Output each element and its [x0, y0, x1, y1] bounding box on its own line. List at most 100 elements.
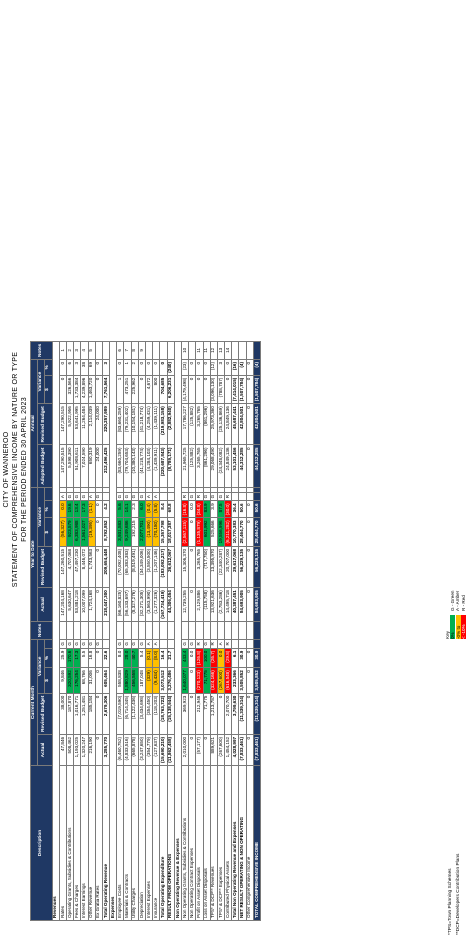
cm-cell-2: 320,592	[66, 667, 74, 694]
cm-cell-4: G	[88, 639, 96, 649]
note-cell: 6	[116, 341, 124, 360]
annual-header: Annual	[30, 359, 38, 488]
ann-cell-2: (788,787)	[217, 375, 225, 404]
cm-variance-header: Variance	[37, 639, 45, 694]
ytd-cell-3: 4.2	[102, 500, 110, 518]
row-description: Non Operating Grants, Subsidies & Contri…	[181, 765, 189, 921]
ytd-cell-3: 8.4	[159, 500, 168, 518]
ann-cell-2: (4,179,498)	[181, 375, 189, 404]
cm-cell-2: 0	[188, 667, 196, 694]
ann-cell-1: 0	[246, 403, 254, 445]
row-description: NET RESULT OPERATING & NON OPERATING	[238, 765, 247, 921]
ann-cell-1: (83,660,259)	[116, 403, 124, 445]
cm-cell-1: 369,923	[181, 693, 189, 735]
ytd-cell-2: (2,567,115)	[181, 517, 189, 547]
org-title: CITY OF WANNEROO	[3, 431, 10, 508]
ytd-cell-0: (115,758)	[203, 587, 211, 622]
cm-note-cell	[138, 621, 146, 640]
cm-note-cell	[195, 621, 203, 640]
note-cell: 13	[217, 341, 225, 360]
ann-cell-3: 0	[246, 359, 254, 376]
table-row: Other Revenue 216,190 185,184 31,006 16.8 G 1,…	[88, 341, 96, 921]
cm-note-cell	[246, 621, 254, 640]
cm-cell-3: 28.0	[123, 648, 132, 668]
ytd-blank-cell	[66, 487, 74, 493]
current-month-header: Current Month	[30, 639, 38, 766]
ytd-cell-4: R	[195, 492, 203, 501]
ann-cell-3: 0	[159, 359, 168, 376]
ytd-cell-0: 13,921,636	[210, 587, 218, 622]
notes-header: Notes	[30, 341, 53, 360]
ytd-cell-2: 525,666	[210, 517, 218, 547]
cm-cell-2: 3,505,852	[253, 667, 261, 694]
cm-cell-3: 8.0	[116, 648, 124, 668]
ytd-cell-4: R	[181, 492, 189, 501]
cm-cell-4: G	[66, 639, 74, 649]
note-cell: 10	[181, 341, 189, 360]
ann-cell-0: 51,908,611	[73, 444, 81, 488]
cm-cell-2: 68,766	[80, 667, 88, 694]
cm-cell-4: G	[188, 639, 196, 649]
table-row: Ex Gratia Rates 0 0 0 0 G 0 0 0 0 G 24,000 24,000 0 0	[95, 341, 103, 921]
cm-cell-0: 889,621	[210, 734, 218, 766]
ytd-cell-3: (0.4)	[145, 500, 153, 518]
cm-cell-3: 0	[246, 648, 254, 668]
cm-cell-1: (6,714,345)	[123, 693, 132, 735]
ytd-cell-3: (16.8)	[181, 500, 189, 518]
ann-cell-3: 0	[195, 359, 203, 376]
ytd-cell-2: 8,792,852	[102, 517, 110, 547]
key-item: < -10% R - Red	[461, 591, 466, 639]
table-row: Total Operating Expenditure (15,690,210)(…	[159, 341, 168, 921]
cm-cell-4: G	[123, 639, 132, 649]
cm-cell-1: 1,213,787	[210, 693, 218, 735]
ann-cell-2: (1,507,784)	[238, 375, 247, 404]
cm-note-cell	[152, 621, 160, 640]
row-description: Non Operating Contract Expenses	[188, 765, 196, 921]
ytd-cell-0: (66,160,825)	[116, 587, 124, 622]
cm-cell-4: G	[181, 639, 189, 649]
cm-cell-4: A	[152, 639, 160, 649]
ann-cell-3: 0	[203, 359, 211, 376]
ann-cell-2: (1,507,784)	[253, 375, 261, 404]
cm-cell-4: G	[116, 639, 124, 649]
ytd-cell-3: 50.6	[253, 500, 261, 518]
ytd-cell-4: G	[210, 492, 218, 501]
ann-cell-3: (16)	[231, 359, 239, 376]
ann-cell-2: 6,206,231	[167, 375, 175, 404]
cm-cell-2: (270,123)	[195, 667, 203, 694]
ytd-blank-cell	[253, 487, 261, 493]
cm-cell-4: G	[59, 639, 67, 649]
ytd-variance-header: Variance	[37, 487, 45, 547]
cm-note-cell	[131, 621, 139, 640]
ytd-cell-4: G	[138, 492, 146, 501]
ann-cell-0: (83,660,259)	[116, 444, 124, 488]
ytd-cell-0: 0	[246, 587, 254, 622]
ytd-cell-3: (5.8)	[152, 500, 160, 518]
ytd-cell-0: (3,563,990)	[145, 587, 153, 622]
cm-cell-3: 0.0	[217, 648, 225, 668]
ann-cell-3: 38	[80, 359, 88, 376]
ytd-cell-3: (30.0)	[224, 500, 232, 518]
ytd-cell-1: 0	[95, 546, 103, 588]
cm-cell-3: 30.9	[238, 648, 247, 668]
cm-cell-1: 2,679,306	[102, 693, 110, 735]
row-description: Rates	[59, 765, 67, 921]
cm-cell-3: (126.8)	[195, 648, 203, 668]
table-row: Total Non Operating Revenue and Expenses…	[231, 341, 239, 921]
key-swatch: < -10%	[460, 615, 466, 639]
ytd-cell-2: (70,180)	[152, 517, 160, 547]
note-cell	[95, 341, 103, 360]
ytd-blank-cell	[224, 487, 232, 493]
row-description: Fees & Charges	[73, 765, 81, 921]
ytd-cell-1: (1,207,146)	[152, 546, 160, 588]
ann-cell-0: (1,439,911)	[152, 444, 160, 488]
ytd-cell-2: 3,931,583	[116, 517, 124, 547]
ann-cell-0: 53,101,456	[231, 444, 239, 488]
ann-cell-1: (10,154,181)	[131, 403, 139, 445]
cm-note-cell	[116, 621, 124, 640]
ytd-cell-2: (19,395)	[88, 517, 96, 547]
cm-cell-0: 47,846	[59, 734, 67, 766]
ytd-cell-1: (22,340,287)	[217, 546, 225, 588]
cm-cell-1: 1,016,771	[73, 693, 81, 735]
